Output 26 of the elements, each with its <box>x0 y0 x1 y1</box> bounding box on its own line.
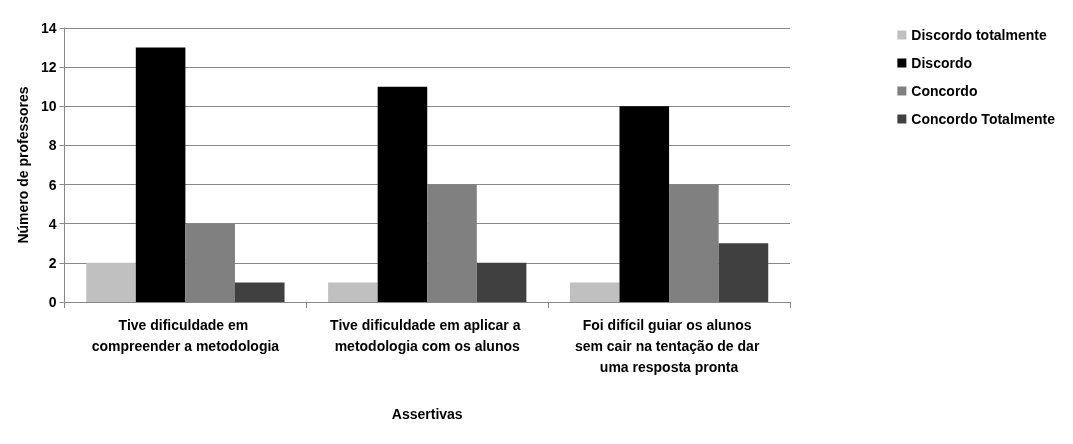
y-tick-label: 10 <box>40 98 57 115</box>
bar <box>377 86 428 302</box>
legend-label: Discordo totalmente <box>911 27 1047 43</box>
y-axis-title: Número de professores <box>15 86 31 244</box>
bar <box>718 243 769 302</box>
y-tick-label: 8 <box>48 137 57 154</box>
legend-label: Concordo <box>911 83 978 99</box>
x-tick-label: Foi difícil guiar os alunos sem cair na tentação de dar uma resposta pronta <box>574 316 764 375</box>
bar <box>569 282 620 302</box>
y-tick-label: 2 <box>48 254 57 271</box>
bar <box>86 262 136 302</box>
y-tick-label: 12 <box>40 59 57 76</box>
y-tick-label: 6 <box>48 176 57 193</box>
y-tick-label: 4 <box>48 215 57 232</box>
legend-label: Concordo Totalmente <box>911 111 1056 127</box>
y-tick-label: 14 <box>40 20 57 36</box>
x-axis-title: Assertivas <box>391 406 463 422</box>
bar <box>619 106 670 302</box>
y-tick-label: 0 <box>48 294 57 310</box>
bar <box>234 282 285 302</box>
x-tick-label: Tive dificuldade em compreender a metodologia <box>91 316 280 354</box>
bar <box>476 262 527 302</box>
x-tick-label: Tive dificuldade em aplicar a metodologia com os alunos <box>330 316 525 354</box>
bar <box>328 282 378 302</box>
legend-label: Discordo <box>911 55 973 71</box>
bar <box>135 47 186 302</box>
